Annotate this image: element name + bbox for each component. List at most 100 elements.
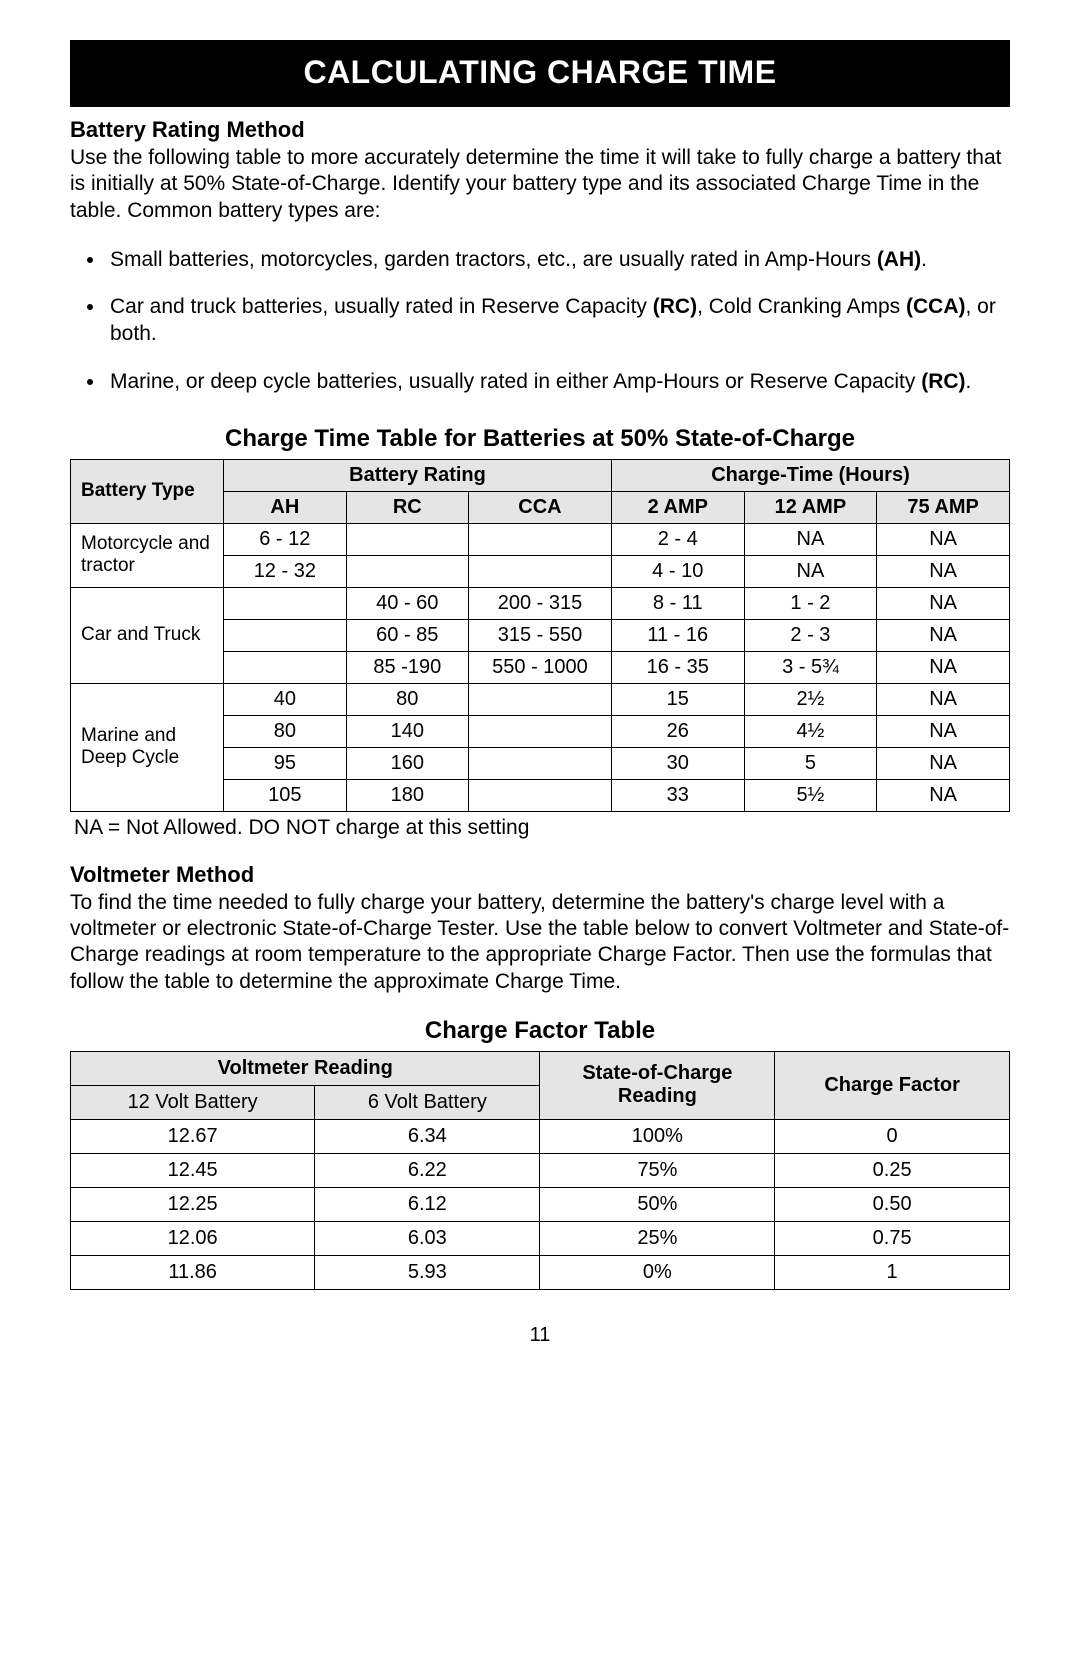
cell: 6.12 xyxy=(315,1187,540,1221)
cell xyxy=(469,683,612,715)
col-soc: State-of-Charge Reading xyxy=(540,1051,775,1119)
battery-types-list: Small batteries, motorcycles, garden tra… xyxy=(70,246,1010,395)
table-row: Marine and Deep Cycle 40 80 15 2½ NA xyxy=(71,683,1010,715)
section2-text: To find the time needed to fully charge … xyxy=(70,890,1010,995)
cell: 5.93 xyxy=(315,1255,540,1289)
charge-factor-table: Voltmeter Reading State-of-Charge Readin… xyxy=(70,1051,1010,1290)
cell: 4 - 10 xyxy=(611,555,744,587)
cell: NA xyxy=(877,651,1010,683)
bold-text: (AH) xyxy=(877,248,921,271)
cell: NA xyxy=(877,779,1010,811)
col-6v: 6 Volt Battery xyxy=(315,1085,540,1119)
col-2amp: 2 AMP xyxy=(611,491,744,523)
charge-time-table: Battery Type Battery Rating Charge-Time … xyxy=(70,459,1010,812)
cell: 2 - 3 xyxy=(744,619,877,651)
cell: 11.86 xyxy=(71,1255,315,1289)
bold-text: (RC) xyxy=(921,370,965,393)
cell xyxy=(469,747,612,779)
cell: 40 xyxy=(224,683,346,715)
cell: 5½ xyxy=(744,779,877,811)
bold-text: (CCA) xyxy=(906,295,965,318)
col-ah: AH xyxy=(224,491,346,523)
cell: NA xyxy=(877,747,1010,779)
cell: NA xyxy=(877,555,1010,587)
text: . xyxy=(921,248,927,271)
cell: 6.03 xyxy=(315,1221,540,1255)
col-12amp: 12 AMP xyxy=(744,491,877,523)
cell: NA xyxy=(877,715,1010,747)
col-cf: Charge Factor xyxy=(775,1051,1010,1119)
cell: 3 - 5¾ xyxy=(744,651,877,683)
table-row: 11.86 5.93 0% 1 xyxy=(71,1255,1010,1289)
cell: 95 xyxy=(224,747,346,779)
page-number: 11 xyxy=(70,1324,1010,1347)
cell: 6.22 xyxy=(315,1153,540,1187)
section2-heading: Voltmeter Method xyxy=(70,862,1010,888)
cell: 26 xyxy=(611,715,744,747)
cell: 0.25 xyxy=(775,1153,1010,1187)
cell xyxy=(469,715,612,747)
cell: 12 - 32 xyxy=(224,555,346,587)
cell: 200 - 315 xyxy=(469,587,612,619)
cell: 40 - 60 xyxy=(346,587,468,619)
cell: 2 - 4 xyxy=(611,523,744,555)
cell: 15 xyxy=(611,683,744,715)
text: Small batteries, motorcycles, garden tra… xyxy=(110,248,877,271)
cell xyxy=(224,587,346,619)
table-row: Car and Truck 40 - 60 200 - 315 8 - 11 1… xyxy=(71,587,1010,619)
cell: NA xyxy=(877,587,1010,619)
cell: 0.50 xyxy=(775,1187,1010,1221)
cell: 60 - 85 xyxy=(346,619,468,651)
cell: 2½ xyxy=(744,683,877,715)
cell: NA xyxy=(877,683,1010,715)
cell: NA xyxy=(744,523,877,555)
cell: NA xyxy=(744,555,877,587)
col-voltmeter-reading: Voltmeter Reading xyxy=(71,1051,540,1085)
text: Car and truck batteries, usually rated i… xyxy=(110,295,653,318)
table-row: 12.25 6.12 50% 0.50 xyxy=(71,1187,1010,1221)
cell: 30 xyxy=(611,747,744,779)
cell xyxy=(346,523,468,555)
cell xyxy=(469,555,612,587)
list-item: Car and truck batteries, usually rated i… xyxy=(106,293,1010,348)
table-row: 12.67 6.34 100% 0 xyxy=(71,1119,1010,1153)
cell: NA xyxy=(877,619,1010,651)
table-row: 12.45 6.22 75% 0.25 xyxy=(71,1153,1010,1187)
col-12v: 12 Volt Battery xyxy=(71,1085,315,1119)
cell: 0% xyxy=(540,1255,775,1289)
cell: 5 xyxy=(744,747,877,779)
section1-heading: Battery Rating Method xyxy=(70,117,1010,143)
text: , Cold Cranking Amps xyxy=(697,295,906,318)
cell: 180 xyxy=(346,779,468,811)
cell: 0 xyxy=(775,1119,1010,1153)
cell: 105 xyxy=(224,779,346,811)
cell: 11 - 16 xyxy=(611,619,744,651)
cell: 80 xyxy=(346,683,468,715)
cell: 33 xyxy=(611,779,744,811)
cell xyxy=(346,555,468,587)
cell: 12.67 xyxy=(71,1119,315,1153)
text: Marine, or deep cycle batteries, usually… xyxy=(110,370,921,393)
list-item: Small batteries, motorcycles, garden tra… xyxy=(106,246,1010,273)
cell: 8 - 11 xyxy=(611,587,744,619)
cell xyxy=(224,651,346,683)
cell: 1 xyxy=(775,1255,1010,1289)
col-rc: RC xyxy=(346,491,468,523)
col-battery-rating: Battery Rating xyxy=(224,459,612,491)
cell xyxy=(224,619,346,651)
table-row: Motorcycle and tractor 6 - 12 2 - 4 NA N… xyxy=(71,523,1010,555)
battery-type-cell: Marine and Deep Cycle xyxy=(71,683,224,811)
cell: 12.45 xyxy=(71,1153,315,1187)
cell xyxy=(469,779,612,811)
cell: 550 - 1000 xyxy=(469,651,612,683)
cell: 12.06 xyxy=(71,1221,315,1255)
cell: 50% xyxy=(540,1187,775,1221)
cell: 0.75 xyxy=(775,1221,1010,1255)
section1-intro: Use the following table to more accurate… xyxy=(70,145,1010,224)
battery-type-cell: Car and Truck xyxy=(71,587,224,683)
col-cca: CCA xyxy=(469,491,612,523)
table1-title: Charge Time Table for Batteries at 50% S… xyxy=(70,425,1010,453)
battery-type-cell: Motorcycle and tractor xyxy=(71,523,224,587)
cell: 1 - 2 xyxy=(744,587,877,619)
cell xyxy=(469,523,612,555)
